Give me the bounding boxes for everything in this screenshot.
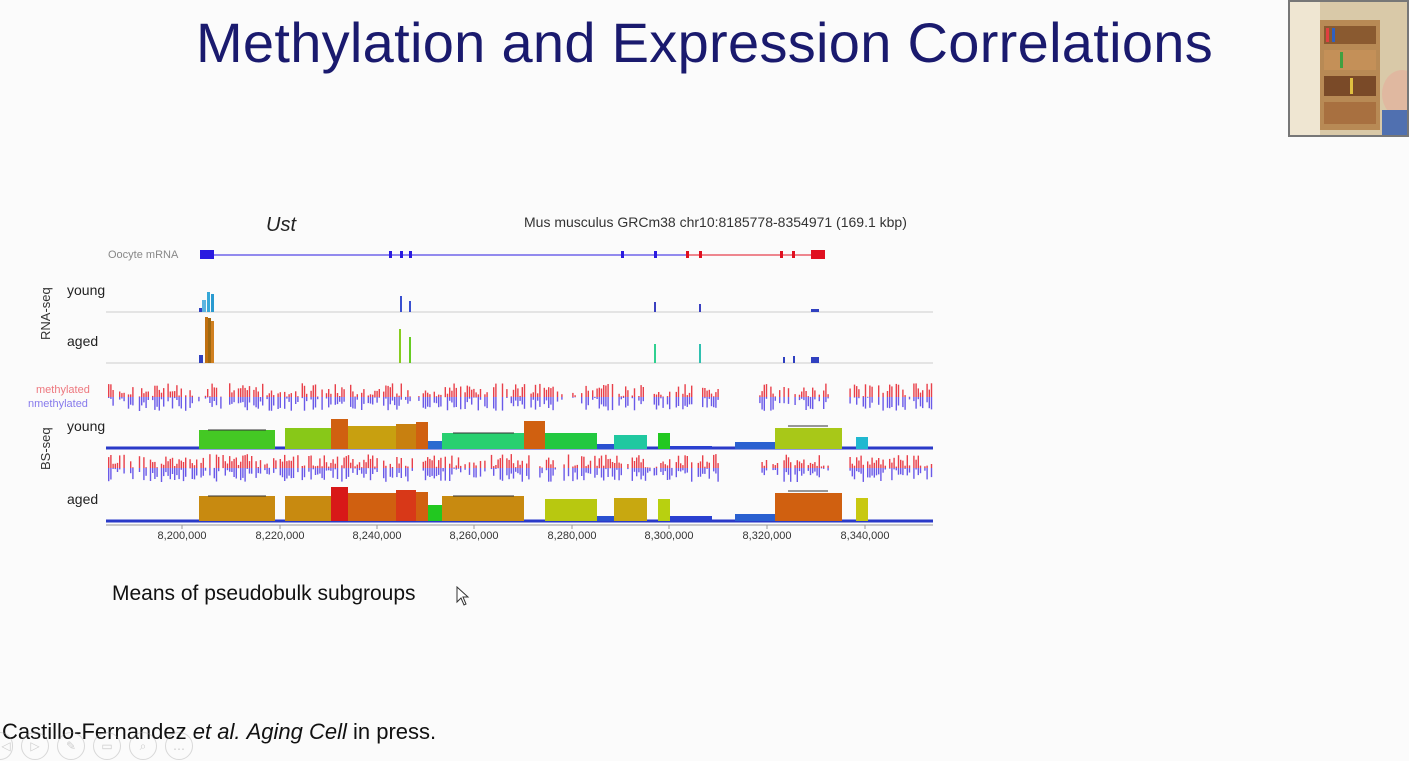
bsseq-aged-label: aged (67, 491, 98, 507)
x-tick-label: 8,200,000 (158, 530, 207, 542)
play-icon[interactable]: ▷ (21, 732, 49, 760)
genomic-position-axis: 8,200,000 8,220,000 8,240,000 8,260,000 8,28… (158, 525, 890, 542)
zoom-icon[interactable]: ⌕ (129, 732, 157, 760)
citation-status: in press. (353, 719, 437, 744)
webcam-video (1288, 0, 1409, 137)
transcript-model (200, 250, 825, 259)
x-tick-label: 8,320,000 (743, 530, 792, 542)
x-tick-label: 8,260,000 (450, 530, 499, 542)
citation-etal: et al. (192, 719, 241, 744)
unmethylated-label: nmethylated (28, 398, 88, 410)
citation-journal: Aging Cell (246, 719, 347, 744)
gene-name: Ust (266, 214, 297, 236)
bsseq-aged-blocks (106, 487, 933, 523)
more-icon[interactable]: … (165, 732, 193, 760)
slides-icon[interactable]: ▭ (93, 732, 121, 760)
x-tick-label: 8,220,000 (256, 530, 305, 542)
x-tick-label: 8,340,000 (841, 530, 890, 542)
methylated-label: methylated (36, 384, 90, 396)
bsseq-young-blocks (106, 419, 933, 450)
x-tick-label: 8,300,000 (645, 530, 694, 542)
rnaseq-young-track (199, 292, 819, 312)
slide-title: Methylation and Expression Correlations (195, 11, 1214, 74)
rnaseq-young-label: young (67, 282, 105, 298)
rnaseq-group-label: RNA-seq (38, 287, 53, 340)
mouse-cursor-icon (456, 586, 470, 606)
x-tick-label: 8,240,000 (353, 530, 402, 542)
bsseq-group-label: BS-seq (38, 427, 53, 470)
presentation-toolbar: ◁ ▷ ✎ ▭ ⌕ … (0, 732, 193, 761)
genome-browser-figure: Ust Mus musculus GRCm38 chr10:8185778-83… (28, 200, 948, 550)
rnaseq-aged-track (199, 317, 819, 363)
x-tick-label: 8,280,000 (548, 530, 597, 542)
methylation-track-aged (108, 454, 933, 482)
methylation-track-young (108, 383, 933, 411)
figure-caption: Means of pseudobulk subgroups (112, 582, 416, 605)
bsseq-young-label: young (67, 418, 105, 434)
prev-icon[interactable]: ◁ (0, 732, 13, 760)
rnaseq-aged-label: aged (67, 333, 98, 349)
genome-coordinates: Mus musculus GRCm38 chr10:8185778-835497… (524, 214, 907, 230)
oocyte-mrna-label: Oocyte mRNA (108, 249, 179, 261)
pen-icon[interactable]: ✎ (57, 732, 85, 760)
